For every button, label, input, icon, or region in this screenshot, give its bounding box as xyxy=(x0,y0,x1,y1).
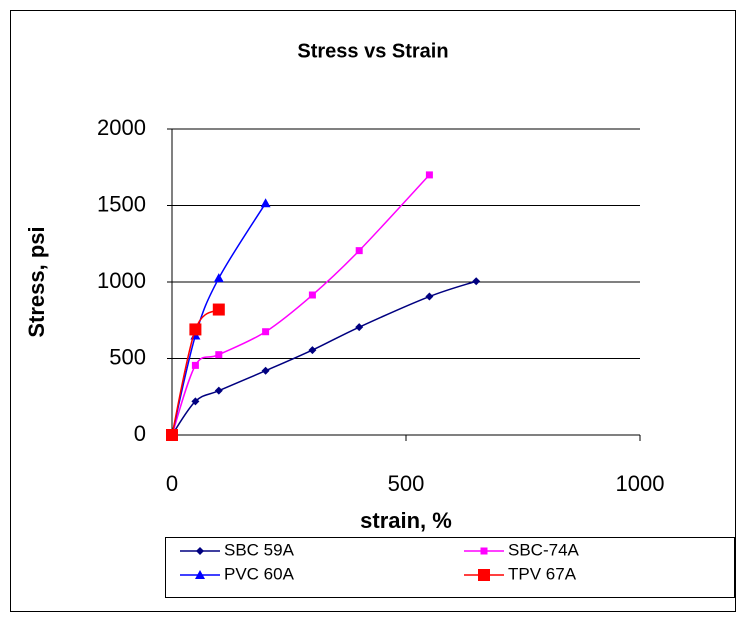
legend-label: TPV 67A xyxy=(508,564,577,583)
legend-marker xyxy=(196,547,204,555)
series-line xyxy=(171,202,267,436)
marker xyxy=(355,247,363,255)
legend-label: SBC-74A xyxy=(508,540,580,559)
x-tick-label: 0 xyxy=(166,471,178,496)
marker xyxy=(425,292,434,301)
marker xyxy=(355,323,364,332)
marker xyxy=(212,303,225,316)
marker xyxy=(191,361,199,369)
y-tick-label: 2000 xyxy=(97,115,146,140)
marker xyxy=(262,328,270,336)
legend-label: PVC 60A xyxy=(224,564,295,583)
legend-marker xyxy=(478,569,490,581)
legend-marker xyxy=(195,570,205,579)
legend xyxy=(165,537,735,598)
legend-label: SBC 59A xyxy=(224,540,295,559)
marker xyxy=(215,351,223,359)
y-tick-label: 1000 xyxy=(97,268,146,293)
marker xyxy=(425,171,433,179)
series-line xyxy=(171,280,477,436)
marker xyxy=(166,429,178,441)
marker xyxy=(260,198,271,208)
marker xyxy=(214,386,223,395)
y-tick-label: 0 xyxy=(134,421,146,446)
x-axis-label: strain, % xyxy=(360,508,452,533)
chart-border xyxy=(10,10,736,612)
x-tick-label: 1000 xyxy=(616,471,665,496)
chart-title: Stress vs Strain xyxy=(297,40,448,62)
legend-marker xyxy=(480,547,488,555)
y-axis-label: Stress, psi xyxy=(24,226,49,337)
marker xyxy=(213,273,224,283)
marker xyxy=(472,277,481,286)
marker xyxy=(191,397,200,406)
marker xyxy=(308,346,317,355)
marker xyxy=(308,291,316,299)
marker xyxy=(261,366,270,375)
y-tick-label: 1500 xyxy=(97,191,146,216)
x-tick-label: 500 xyxy=(388,471,425,496)
y-tick-label: 500 xyxy=(109,344,146,369)
marker xyxy=(189,323,202,336)
